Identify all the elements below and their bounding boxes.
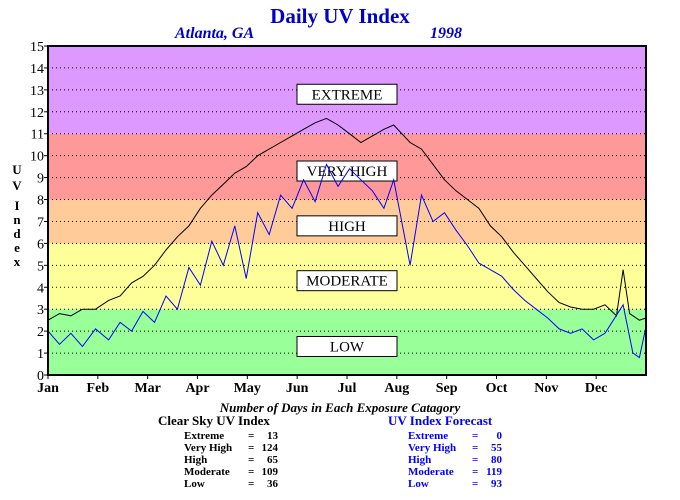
stats-row: Moderate = 119: [408, 466, 502, 478]
stats-row: Extreme = 0: [408, 430, 502, 442]
stats-row: Very High = 124: [184, 442, 278, 454]
stats-sep: =: [248, 442, 255, 454]
band-label: LOW: [330, 339, 365, 355]
y-axis-label-x: x: [13, 254, 21, 269]
y-tick-label: 7: [37, 215, 44, 230]
stats-value: 93: [491, 478, 502, 490]
stats-title: UV Index Forecast: [388, 413, 493, 428]
y-tick-label: 12: [30, 106, 44, 121]
band-label-box: [296, 335, 398, 357]
stats-row: Extreme = 13: [184, 430, 278, 442]
y-tick-label: 4: [37, 281, 44, 296]
series-line-0: [47, 117, 647, 321]
stats-sep: =: [248, 454, 255, 466]
stats-value: 13: [267, 430, 278, 442]
stats-value: 65: [267, 454, 278, 466]
band-label: EXTREME: [312, 87, 383, 103]
band-label-box: [296, 83, 398, 105]
stats-sep: =: [472, 478, 479, 490]
y-tick-label: 5: [37, 259, 44, 274]
stats-row: Moderate = 109: [184, 466, 278, 478]
y-tick-label: 1: [37, 347, 44, 362]
stats-row: Very High = 55: [408, 442, 502, 454]
y-axis-label-v: V: [12, 178, 22, 193]
stats-value: 124: [261, 442, 279, 454]
x-tick-label: Mar: [134, 381, 160, 396]
y-tick-label: 15: [30, 40, 44, 55]
stats-label: Very High: [184, 442, 233, 454]
stats-sep: =: [472, 454, 479, 466]
band-label: HIGH: [328, 219, 366, 235]
footer-title: Number of Days in Each Exposure Catagory: [219, 400, 461, 415]
y-tick-label: 11: [31, 128, 44, 143]
y-tick-label: 3: [37, 303, 44, 318]
stats-sep: =: [472, 466, 479, 478]
stats-sep: =: [472, 442, 479, 454]
stats-sep: =: [472, 430, 479, 442]
y-tick-label: 0: [37, 369, 44, 384]
y-axis-label-d: d: [13, 226, 21, 241]
band-label-box: [296, 160, 398, 182]
y-axis-label-i: I: [14, 198, 20, 213]
stats-value: 109: [261, 466, 279, 478]
x-tick-label: Jul: [338, 381, 357, 396]
y-tick-label: 13: [30, 84, 44, 99]
x-tick-label: May: [234, 381, 261, 396]
y-axis-label-e: e: [14, 240, 20, 255]
x-tick-label: Jan: [37, 381, 59, 396]
stats-row: High = 80: [408, 454, 502, 466]
band-label: MODERATE: [306, 274, 388, 290]
stats-row: High = 65: [184, 454, 278, 466]
chart-title: Daily UV Index: [270, 4, 410, 28]
stats-row: Low = 93: [408, 478, 502, 490]
stats-sep: =: [248, 466, 255, 478]
x-tick-label: Aug: [384, 381, 409, 396]
x-tick-label: Apr: [185, 381, 209, 396]
x-tick-label: Nov: [534, 381, 558, 396]
y-axis-label-n: n: [13, 212, 21, 227]
x-tick-label: Jun: [286, 381, 309, 396]
stats-value: 119: [486, 466, 502, 478]
stats-label: Moderate: [408, 466, 454, 478]
band-label-box: [296, 270, 398, 292]
y-tick-label: 8: [37, 194, 44, 209]
y-tick-label: 10: [30, 150, 44, 165]
x-tick-label: Dec: [585, 381, 608, 396]
y-tick-label: 9: [37, 172, 44, 187]
y-tick-label: 6: [37, 237, 44, 252]
stats-label: Extreme: [408, 430, 449, 442]
y-tick-label: 2: [37, 325, 44, 340]
x-tick-label: Sep: [436, 381, 458, 396]
stats-value: 80: [491, 454, 502, 466]
stats-label: High: [408, 454, 432, 466]
y-tick-label: 14: [30, 62, 44, 77]
series-line-1: [47, 163, 647, 359]
y-axis-label-u: U: [12, 162, 22, 177]
stats-title: Clear Sky UV Index: [158, 413, 270, 428]
chart-year: 1998: [430, 25, 462, 42]
band-label-box: [296, 215, 398, 237]
stats-label: Low: [184, 478, 205, 490]
stats-row: Low = 36: [184, 478, 278, 490]
stats-value: 55: [491, 442, 502, 454]
stats-label: Extreme: [184, 430, 225, 442]
stats-label: Low: [408, 478, 429, 490]
stats-value: 0: [496, 430, 503, 442]
x-tick-label: Feb: [87, 381, 110, 396]
stats-sep: =: [248, 430, 255, 442]
stats-value: 36: [267, 478, 278, 490]
x-tick-label: Oct: [486, 381, 508, 396]
stats-sep: =: [248, 478, 255, 490]
stats-label: Very High: [408, 442, 457, 454]
stats-label: Moderate: [184, 466, 230, 478]
stats-label: High: [184, 454, 208, 466]
chart-location: Atlanta, GA: [175, 25, 255, 42]
